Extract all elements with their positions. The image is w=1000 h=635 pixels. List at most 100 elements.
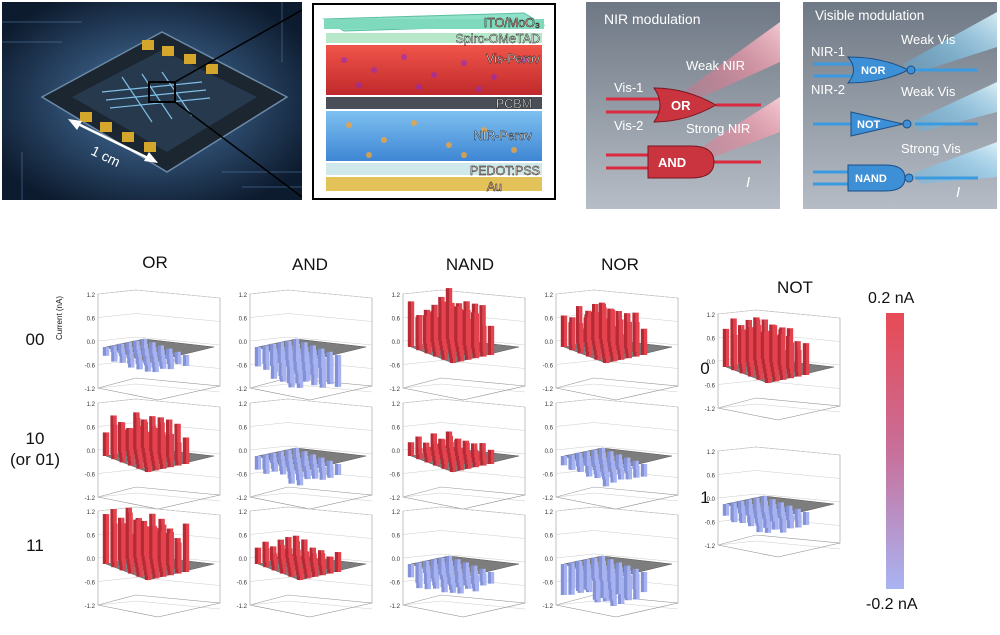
z-tick-label: 0.0: [87, 449, 96, 455]
layer-pedot: PEDOT:PSS: [470, 164, 540, 178]
bar: [270, 452, 277, 463]
z-tick-label: 0.0: [87, 340, 96, 346]
bar: [423, 315, 430, 344]
z-tick-label: 1.2: [87, 402, 96, 408]
z-tick-label: 1.2: [239, 293, 248, 299]
bar: [445, 288, 453, 339]
z-tick-label: -0.6: [705, 384, 716, 390]
bar: [270, 457, 278, 469]
bar: [144, 363, 152, 372]
z-tick-label: 0.0: [239, 557, 248, 563]
bar: [415, 562, 422, 584]
bar: [182, 523, 190, 572]
z-tick-label: -0.6: [237, 581, 248, 587]
bar: [125, 507, 132, 560]
bar: [301, 451, 308, 467]
z-axis-label: Current (nA): [55, 295, 64, 340]
plot-nor-00: 1.2 0.6 0.0 -0.6 -1.2: [538, 288, 688, 406]
vis-current-label: I: [956, 184, 960, 201]
bar: [326, 351, 333, 382]
z-tick-label: -1.2: [543, 387, 554, 393]
bar: [745, 499, 752, 515]
bar: [624, 313, 631, 349]
plot-and-10: 1.2 0.6 0.0 -0.6 -1.2: [232, 397, 382, 515]
bar: [722, 504, 730, 516]
bar: [158, 350, 165, 362]
bar: [585, 460, 592, 473]
z-tick-label: -0.6: [543, 473, 554, 479]
bar: [294, 457, 301, 469]
z-tick-label: 0.0: [545, 557, 554, 563]
bar: [303, 465, 310, 477]
z-tick-label: -0.6: [85, 581, 96, 587]
bar: [262, 345, 269, 364]
z-tick-label: 0.6: [545, 534, 554, 540]
bar: [182, 355, 190, 366]
bar: [568, 454, 575, 470]
bar: [777, 334, 784, 366]
bar: [310, 459, 317, 470]
z-tick-label: 1.2: [87, 510, 96, 516]
bar: [598, 302, 606, 339]
bar: [583, 317, 590, 343]
bar: [607, 451, 614, 463]
bar: [174, 538, 181, 569]
bar: [262, 454, 269, 470]
bar: [270, 343, 277, 366]
bar: [301, 539, 308, 560]
z-tick-label: -0.6: [390, 364, 401, 370]
bar: [334, 464, 342, 476]
row-label-not-0: 0: [700, 359, 710, 378]
bar: [415, 317, 422, 346]
bar: [487, 325, 495, 355]
bar: [118, 343, 125, 354]
bar: [598, 448, 606, 460]
bar: [600, 457, 607, 473]
bar: [615, 311, 622, 346]
bar: [286, 350, 294, 384]
bar: [135, 355, 142, 365]
row-label-11: 11: [26, 536, 44, 555]
bar: [462, 440, 469, 455]
layer-nir-perov: NIR-Perov: [474, 129, 533, 143]
bar: [454, 559, 461, 572]
bar: [440, 572, 447, 588]
layer-spiro: Spiro-OMeTAD: [455, 32, 540, 46]
bar: [738, 505, 746, 522]
z-tick-label: 0.6: [392, 426, 401, 432]
bar: [430, 559, 437, 579]
bar: [598, 556, 606, 580]
bar: [624, 457, 631, 472]
bar: [479, 568, 486, 582]
col-label-and: AND: [292, 255, 328, 274]
z-tick-label: 0.0: [239, 340, 248, 346]
bar: [632, 568, 639, 590]
z-tick-label: 0.6: [239, 534, 248, 540]
bar: [607, 559, 614, 582]
z-tick-label: -1.2: [543, 496, 554, 502]
bar: [568, 562, 575, 595]
bar: [615, 562, 622, 595]
z-tick-label: 1.2: [239, 402, 248, 408]
bar: [140, 339, 148, 349]
chip-photo: 1 cm: [2, 2, 302, 200]
bar: [110, 509, 117, 563]
vis-modulation-diagram: Visible modulation Weak Vis Weak Vis Str…: [803, 2, 997, 209]
bar: [254, 547, 262, 564]
bar: [254, 456, 262, 470]
z-tick-label: -1.2: [390, 387, 401, 393]
bar: [277, 342, 284, 363]
row-label-10: 10 (or 01): [9, 429, 61, 469]
z-tick-label: 0.6: [239, 317, 248, 323]
vis-weak1-label: Weak Vis: [901, 32, 956, 47]
col-label-nor: NOR: [601, 255, 639, 274]
bar: [292, 448, 300, 457]
col-label-nand: NAND: [445, 255, 495, 274]
bar: [722, 328, 730, 367]
plot-nand-00: 1.2 0.6 0.0 -0.6 -1.2: [385, 288, 535, 406]
col-label-not: NOT: [777, 278, 813, 297]
z-tick-label: -1.2: [85, 387, 96, 393]
bar: [102, 432, 110, 456]
bar: [423, 560, 430, 573]
bar: [174, 423, 181, 461]
